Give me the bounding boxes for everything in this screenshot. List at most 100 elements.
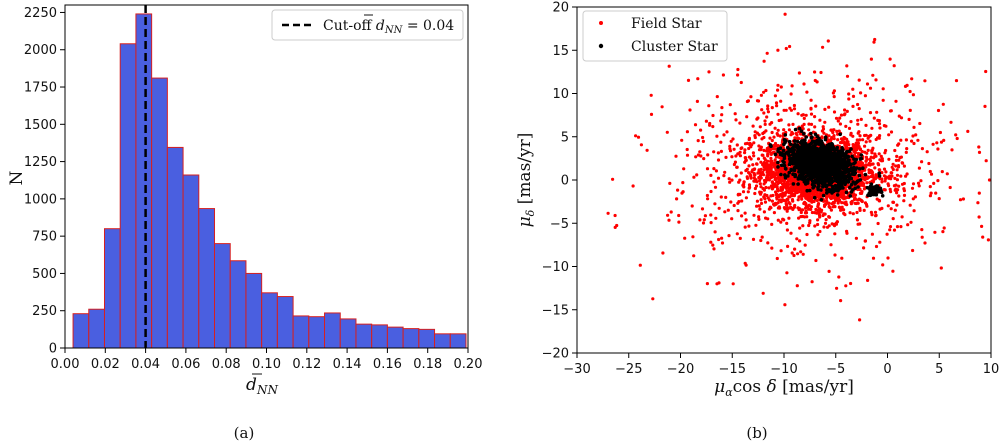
field-star-point (798, 226, 802, 230)
field-star-point (822, 225, 826, 229)
cluster-star-point (863, 172, 868, 177)
field-star-point (855, 210, 859, 215)
field-star-point (920, 147, 925, 151)
field-star-point (907, 117, 911, 121)
field-star-point (840, 137, 844, 142)
field-star-point (847, 126, 852, 130)
field-star-point (917, 166, 922, 170)
field-star-point (692, 175, 696, 179)
field-star-point (728, 103, 732, 107)
field-star-point (912, 125, 916, 129)
field-star-point (845, 74, 850, 78)
histogram-bar (198, 208, 216, 349)
cluster-star-point (788, 148, 792, 152)
field-star-point (877, 163, 881, 167)
histogram-x-ticks: 0.00 0.02 0.04 0.06 0.08 0.10 0.12 0.14 0.16 0.18… (51, 348, 483, 372)
cluster-star-point (848, 162, 853, 167)
field-star-point (808, 221, 812, 225)
field-star-point (840, 205, 844, 209)
field-star-point (831, 130, 835, 135)
cluster-star-point (809, 158, 813, 162)
histogram-x-tick-label: 0.20 (454, 357, 483, 372)
field-star-point (904, 174, 908, 178)
field-star-point (902, 189, 907, 193)
cluster-star-point (779, 163, 784, 167)
field-star-point (753, 130, 757, 134)
field-star-point (666, 213, 670, 217)
field-star-point (888, 228, 892, 232)
field-star-point (896, 188, 900, 192)
cluster-star-point (787, 139, 792, 144)
field-star-point (857, 107, 861, 111)
field-star-point (857, 78, 861, 82)
field-star-point (779, 166, 783, 170)
field-star-point (759, 238, 763, 243)
field-star-point (888, 57, 892, 61)
field-star-point (870, 151, 874, 155)
field-star-point (827, 105, 831, 109)
cluster-star-point (833, 186, 838, 191)
histogram-bar (151, 77, 168, 349)
field-star-point (908, 203, 912, 207)
field-star-point (880, 180, 884, 184)
field-star-point (842, 113, 847, 117)
histogram-bar (214, 243, 231, 349)
field-star-point (792, 107, 797, 111)
field-star-point (867, 171, 872, 175)
cluster-star-point (795, 139, 800, 144)
cluster-star-point (845, 149, 849, 154)
field-star-point (695, 99, 700, 103)
field-star-point (853, 176, 858, 180)
field-star-point (855, 148, 859, 152)
field-star-point (791, 122, 795, 126)
field-star-point (853, 197, 858, 201)
field-star-point (795, 133, 799, 137)
field-star-point (813, 125, 817, 129)
field-star-point (753, 134, 757, 138)
field-star-point (706, 153, 710, 157)
field-star-point (891, 162, 895, 166)
field-star-point (772, 211, 777, 215)
field-star-point (743, 261, 747, 265)
field-star-point (825, 225, 830, 229)
cluster-star-point (831, 189, 836, 194)
field-star-point (854, 236, 859, 240)
field-star-point (752, 176, 756, 180)
cluster-star-point (808, 161, 813, 166)
field-star-point (838, 122, 843, 126)
field-star-point (893, 208, 897, 212)
field-star-point (899, 174, 903, 178)
field-star-point (900, 215, 904, 219)
field-star-point (770, 138, 774, 143)
cluster-star-point (807, 167, 811, 171)
field-star-point (878, 134, 882, 138)
field-star-point (692, 254, 696, 258)
cluster-star-point (837, 180, 841, 185)
histogram-bar (292, 315, 310, 349)
field-star-point (911, 134, 915, 138)
field-star-point (763, 122, 767, 126)
cluster-star-point (844, 156, 848, 160)
field-star-point (757, 215, 761, 219)
cluster-star-point (824, 184, 829, 189)
field-star-point (747, 155, 752, 159)
field-star-point (859, 91, 863, 95)
cluster-star-point (790, 153, 795, 157)
field-star-point (883, 179, 887, 183)
field-star-point (719, 119, 723, 123)
field-star-point (715, 95, 719, 99)
field-star-point (767, 168, 771, 172)
field-star-point (838, 116, 842, 120)
field-star-point (871, 175, 875, 179)
field-star-point (877, 152, 881, 156)
field-star-point (961, 197, 966, 201)
cluster-star-point (813, 132, 818, 137)
field-star-point (844, 142, 849, 146)
cluster-star-point (801, 149, 805, 154)
field-star-point (790, 251, 794, 255)
field-star-point (845, 109, 849, 113)
field-star-point (783, 12, 787, 16)
field-star-point (674, 154, 678, 158)
cluster-star-point (802, 132, 806, 136)
field-star-point (691, 235, 695, 239)
